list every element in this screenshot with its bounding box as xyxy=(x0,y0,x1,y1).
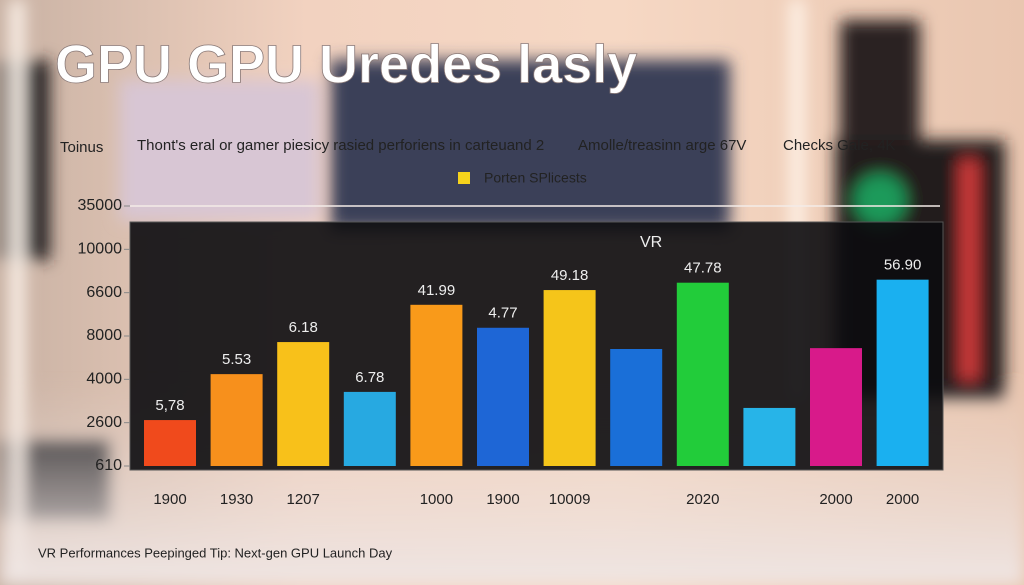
y-tick-label: 35000 xyxy=(78,197,123,214)
bar xyxy=(144,420,196,466)
legend-label: Porten SPlicests xyxy=(484,170,587,186)
bar xyxy=(410,304,463,466)
bar-label: 6.78 xyxy=(355,369,384,386)
x-tick-label: 2000 xyxy=(819,491,852,508)
bar-label: 4.77 xyxy=(488,305,517,322)
x-tick-label: 1900 xyxy=(153,491,186,508)
x-tick-label: 1930 xyxy=(220,491,253,508)
x-tick-label: 1000 xyxy=(420,491,453,508)
y-tick-label: 2600 xyxy=(86,414,122,431)
x-tick-label: 1900 xyxy=(486,491,519,508)
y-tick-label: 4000 xyxy=(86,371,122,388)
bar xyxy=(810,348,862,466)
header-text: Amolle/treasinn arge 67V xyxy=(578,137,746,154)
y-tick-label: 8000 xyxy=(86,327,122,344)
bar xyxy=(543,290,596,466)
legend-swatch xyxy=(458,172,470,184)
x-tick-label: 2020 xyxy=(686,491,719,508)
bar xyxy=(210,374,263,466)
bar xyxy=(477,327,529,466)
y-tick-label: 6600 xyxy=(86,284,122,301)
bar-label: 47.78 xyxy=(684,260,722,277)
bar xyxy=(277,342,330,466)
bar xyxy=(743,407,796,466)
chart-title: GPU GPU Uredes lasly xyxy=(55,34,637,94)
footer: VR Performances Peepinged Tip: Next-gen … xyxy=(38,545,393,560)
x-tick-label: 10009 xyxy=(549,491,591,508)
bar xyxy=(876,279,929,466)
legend: Porten SPlicests xyxy=(458,170,587,186)
bar xyxy=(676,282,729,466)
bar xyxy=(343,391,396,466)
bar-label: 41.99 xyxy=(418,282,456,299)
bar-label: 5,78 xyxy=(155,397,184,414)
y-tick-label: 10000 xyxy=(78,241,123,258)
y-tick-label: 610 xyxy=(95,457,122,474)
bar-label: 49.18 xyxy=(551,267,589,284)
y-axis-label: Toinus xyxy=(60,139,103,156)
x-tick-label: 1207 xyxy=(287,491,320,508)
x-tick-label: 2000 xyxy=(886,491,919,508)
bar-label: 56.90 xyxy=(884,257,922,274)
panel-label: VR xyxy=(640,234,662,251)
bar-label: 5.53 xyxy=(222,351,251,368)
header-text: Thont's eral or gamer piesicy rasied per… xyxy=(137,137,544,154)
bar xyxy=(610,349,663,466)
bar-label: 6.18 xyxy=(289,319,318,336)
header-text: Checks Gale, 4K xyxy=(783,137,896,154)
